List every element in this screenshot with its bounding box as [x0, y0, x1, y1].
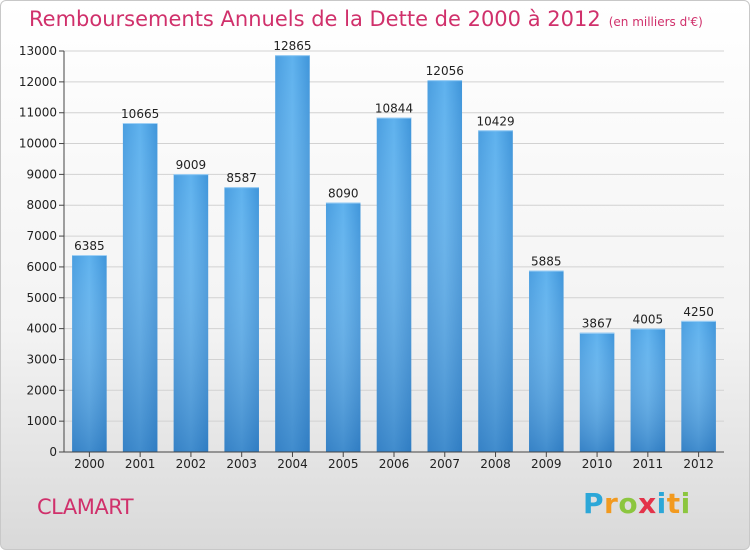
bar-shade-2004 [275, 55, 310, 452]
y-tick-label: 5000 [26, 291, 57, 305]
y-tick-label: 0 [49, 445, 57, 459]
bar-shade-2003 [224, 187, 259, 452]
logo-letter: r [604, 487, 619, 520]
x-tick-label: 2011 [633, 457, 664, 471]
data-label-2007: 12056 [426, 64, 464, 78]
y-tick-label: 13000 [19, 44, 57, 58]
proxiti-logo[interactable]: Proxiti [583, 487, 691, 520]
data-label-2011: 4005 [633, 312, 664, 326]
data-label-2001: 10665 [121, 107, 159, 121]
bar-shade-2000 [72, 255, 107, 452]
bar-shade-2008 [478, 130, 513, 452]
bar-shade-2006 [376, 117, 412, 453]
bar-shade-2010 [579, 332, 615, 452]
y-tick-label: 8000 [26, 198, 57, 212]
y-tick-label: 9000 [26, 167, 57, 181]
logo-letter: o [618, 487, 639, 520]
x-tick-label: 2008 [480, 457, 511, 471]
logo-letter: i [680, 487, 691, 520]
bars: 6385 10665 9009 8587 12865 8090 10844 12056 1042… [72, 39, 716, 453]
data-label-2003: 8587 [226, 171, 257, 185]
bar-shade-2001 [122, 123, 158, 453]
x-tick-label: 2003 [226, 457, 257, 471]
logo-letter: t [666, 487, 681, 520]
y-tick-label: 10000 [19, 137, 57, 151]
x-tick-label: 2012 [683, 457, 714, 471]
city-name: CLAMART [37, 495, 134, 519]
y-tick-label: 4000 [26, 322, 57, 336]
logo-letter: i [656, 487, 667, 520]
data-label-2010: 3867 [582, 317, 613, 331]
logo-letter: x [638, 487, 657, 520]
x-tick-label: 2002 [176, 457, 207, 471]
data-label-2005: 8090 [328, 186, 359, 200]
y-axis: 0 1000 2000 3000 4000 5000 6000 7000 8000 9000 100… [19, 44, 65, 459]
x-tick-label: 2000 [74, 457, 105, 471]
bar-shade-2005 [325, 202, 361, 452]
data-label-2004: 12865 [273, 39, 311, 53]
chart-title: Remboursements Annuels de la Dette de 20… [29, 7, 703, 31]
data-label-2009: 5885 [531, 254, 562, 268]
bar-shade-2007 [427, 80, 463, 452]
data-label-2000: 6385 [74, 239, 105, 253]
data-label-2002: 9009 [176, 158, 207, 172]
bar-shade-2011 [630, 328, 666, 452]
bar-shade-2009 [529, 270, 564, 452]
x-tick-label: 2006 [379, 457, 410, 471]
y-tick-label: 2000 [26, 383, 57, 397]
x-tick-label: 2004 [277, 457, 308, 471]
x-tick-label: 2010 [582, 457, 613, 471]
chart-subtitle: (en milliers d'€) [608, 15, 703, 29]
bar-shade-2012 [681, 320, 716, 452]
y-tick-label: 12000 [19, 75, 57, 89]
logo-letter: P [583, 487, 605, 520]
x-tick-label: 2009 [531, 457, 562, 471]
y-tick-label: 11000 [19, 106, 57, 120]
x-tick-label: 2007 [429, 457, 460, 471]
x-tick-label: 2001 [125, 457, 156, 471]
x-tick-label: 2005 [328, 457, 359, 471]
y-tick-label: 3000 [26, 352, 57, 366]
y-tick-label: 1000 [26, 414, 57, 428]
chart-title-text: Remboursements Annuels de la Dette de 20… [29, 7, 601, 31]
y-tick-label: 6000 [26, 260, 57, 274]
bar-shade-2002 [173, 174, 209, 452]
data-label-2006: 10844 [375, 102, 413, 116]
data-label-2008: 10429 [476, 114, 514, 128]
x-axis: 2000 2001 2002 2003 2004 2005 2006 2007 2008 2009… [64, 451, 724, 471]
y-tick-label: 7000 [26, 229, 57, 243]
data-label-2012: 4250 [683, 305, 714, 319]
